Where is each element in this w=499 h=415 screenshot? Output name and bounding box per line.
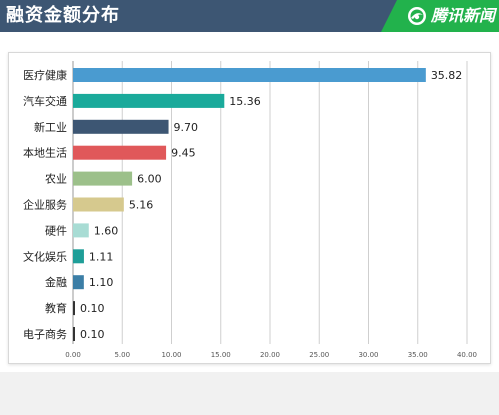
bar — [73, 223, 89, 238]
value-label: 1.10 — [89, 276, 114, 289]
category-label: 农业 — [45, 172, 67, 186]
value-label: 1.11 — [89, 250, 114, 263]
category-label: 文化娱乐 — [23, 249, 67, 263]
value-label: 0.10 — [80, 328, 105, 341]
bar — [73, 171, 133, 186]
bar — [73, 275, 84, 290]
value-label: 9.70 — [174, 121, 199, 134]
category-label: 金融 — [45, 275, 67, 289]
value-label: 1.60 — [94, 224, 119, 237]
bar — [73, 119, 169, 134]
brand-badge: 腾讯新闻 — [381, 0, 499, 32]
category-label: 医疗健康 — [23, 68, 67, 82]
chart-panel: 医疗健康 35.82 汽车交通 15.36 新工业 9.70 本地生活 9.45 农业 6.00 企… — [8, 52, 491, 364]
x-tick-label: 15.00 — [211, 351, 231, 359]
category-label: 新工业 — [34, 120, 67, 134]
x-tick-label: 25.00 — [309, 351, 329, 359]
x-tick-label: 35.00 — [408, 351, 428, 359]
x-tick-label: 30.00 — [358, 351, 378, 359]
bar — [73, 301, 75, 316]
category-label: 硬件 — [45, 224, 67, 237]
chart-header: 融资金额分布 腾讯新闻 — [0, 0, 499, 32]
category-label: 汽车交通 — [23, 94, 67, 108]
bar-chart: 医疗健康 35.82 汽车交通 15.36 新工业 9.70 本地生活 9.45 农业 6.00 企… — [23, 61, 477, 359]
x-tick-label: 10.00 — [161, 351, 181, 359]
tencent-news-logo-icon — [408, 7, 426, 25]
bar — [73, 327, 75, 341]
value-label: 35.82 — [431, 69, 463, 82]
x-tick-label: 40.00 — [457, 351, 477, 359]
chart-title: 融资金额分布 — [6, 5, 120, 26]
category-label: 企业服务 — [23, 198, 67, 212]
bar — [73, 68, 426, 82]
value-label: 9.45 — [171, 147, 196, 160]
bar — [73, 145, 167, 160]
value-label: 5.16 — [129, 199, 154, 212]
bar — [73, 249, 84, 264]
category-label: 本地生活 — [23, 146, 67, 160]
x-tick-label: 0.00 — [65, 351, 81, 359]
brand-name: 腾讯新闻 — [431, 6, 496, 25]
bar — [73, 197, 124, 212]
category-label: 教育 — [45, 301, 67, 315]
category-label: 电子商务 — [23, 327, 67, 341]
value-label: 0.10 — [80, 302, 105, 315]
x-tick-label: 5.00 — [114, 351, 130, 359]
page-footer — [0, 372, 499, 415]
value-label: 15.36 — [229, 95, 261, 108]
x-tick-label: 20.00 — [260, 351, 280, 359]
value-label: 6.00 — [137, 173, 162, 186]
bar — [73, 93, 225, 108]
